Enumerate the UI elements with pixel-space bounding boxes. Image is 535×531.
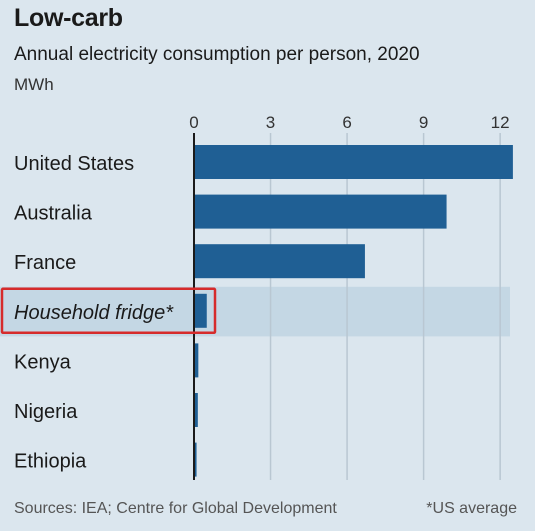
chart-title: Low-carb [14, 4, 123, 32]
bar [194, 244, 365, 279]
x-tick-label: 9 [419, 113, 428, 132]
bar [194, 442, 197, 477]
category-label: Household fridge* [14, 302, 174, 324]
bar [194, 293, 207, 328]
bar [194, 194, 447, 229]
category-label: Nigeria [14, 401, 78, 423]
category-label: Australia [14, 203, 93, 225]
category-label: United States [14, 153, 134, 175]
highlight-band [0, 286, 510, 337]
footnote: *US average [426, 500, 517, 517]
bar [194, 145, 513, 179]
bar [194, 343, 199, 378]
x-tick-label: 6 [342, 113, 351, 132]
category-label: Ethiopia [14, 451, 87, 473]
unit-label: MWh [14, 75, 54, 94]
category-label: Kenya [14, 351, 72, 373]
x-tick-label: 0 [189, 113, 198, 132]
highlight-box [0, 287, 217, 335]
bar [194, 393, 198, 427]
category-label: France [14, 252, 76, 274]
chart-subtitle: Annual electricity consumption per perso… [14, 44, 420, 65]
x-tick-label: 3 [266, 113, 275, 132]
x-tick-label: 12 [491, 113, 510, 132]
sources-note: Sources: IEA; Centre for Global Developm… [14, 500, 337, 517]
